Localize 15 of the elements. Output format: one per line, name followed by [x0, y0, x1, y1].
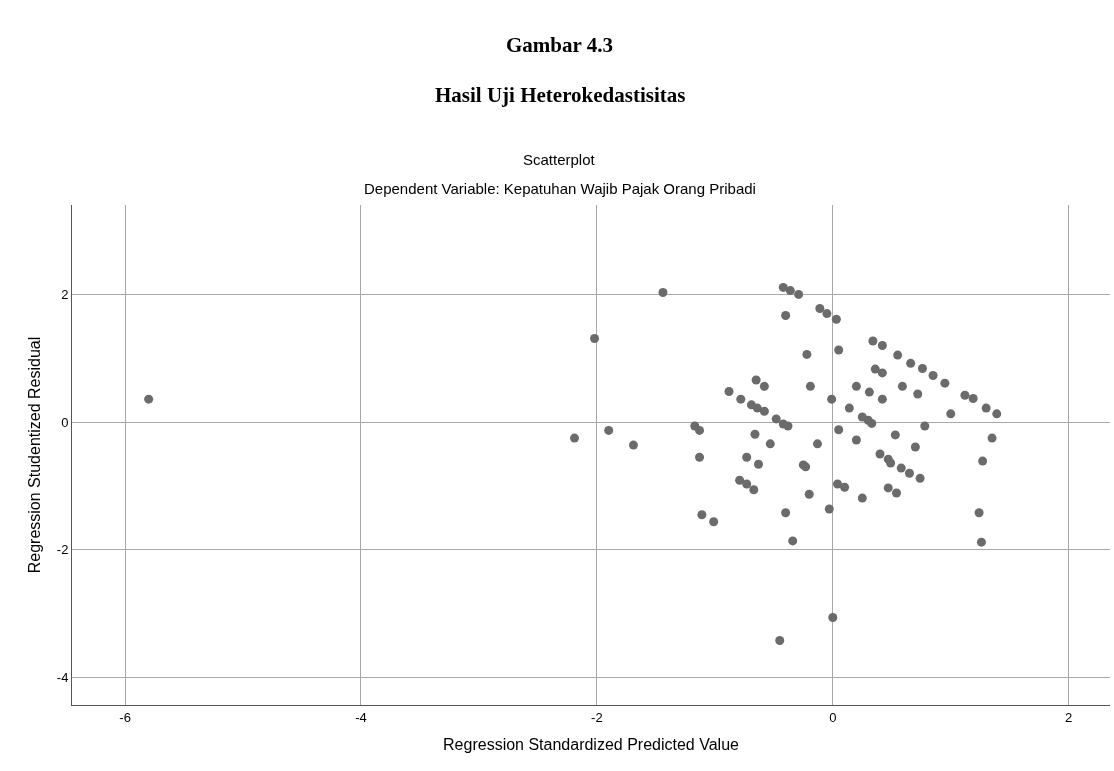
x-tick-label: 0	[829, 709, 837, 725]
y-tick-label: 2	[61, 286, 69, 302]
text: Dependent Variable: Kepatuhan Wajib Pajak Orang Pribadi	[364, 180, 756, 197]
text: Scatterplot	[523, 151, 596, 168]
y-tick-label: 0	[61, 414, 69, 430]
y-tick-label: -4	[56, 670, 69, 686]
x-axis-title: Regression Standardized Predicted Value	[443, 736, 740, 754]
y-tick-label: -2	[56, 542, 69, 558]
x-tick-label: -4	[355, 709, 367, 725]
chart-subtitle: Hasil Uji Heterokedastisitas	[435, 83, 686, 107]
x-tick-label: 2	[1065, 709, 1073, 725]
y-axis-title: Regression Studentized Residual	[25, 336, 43, 574]
x-tick-label: -6	[119, 709, 131, 725]
x-tick-label: -2	[591, 709, 603, 725]
chart-title: Gambar 4.3	[506, 33, 613, 57]
